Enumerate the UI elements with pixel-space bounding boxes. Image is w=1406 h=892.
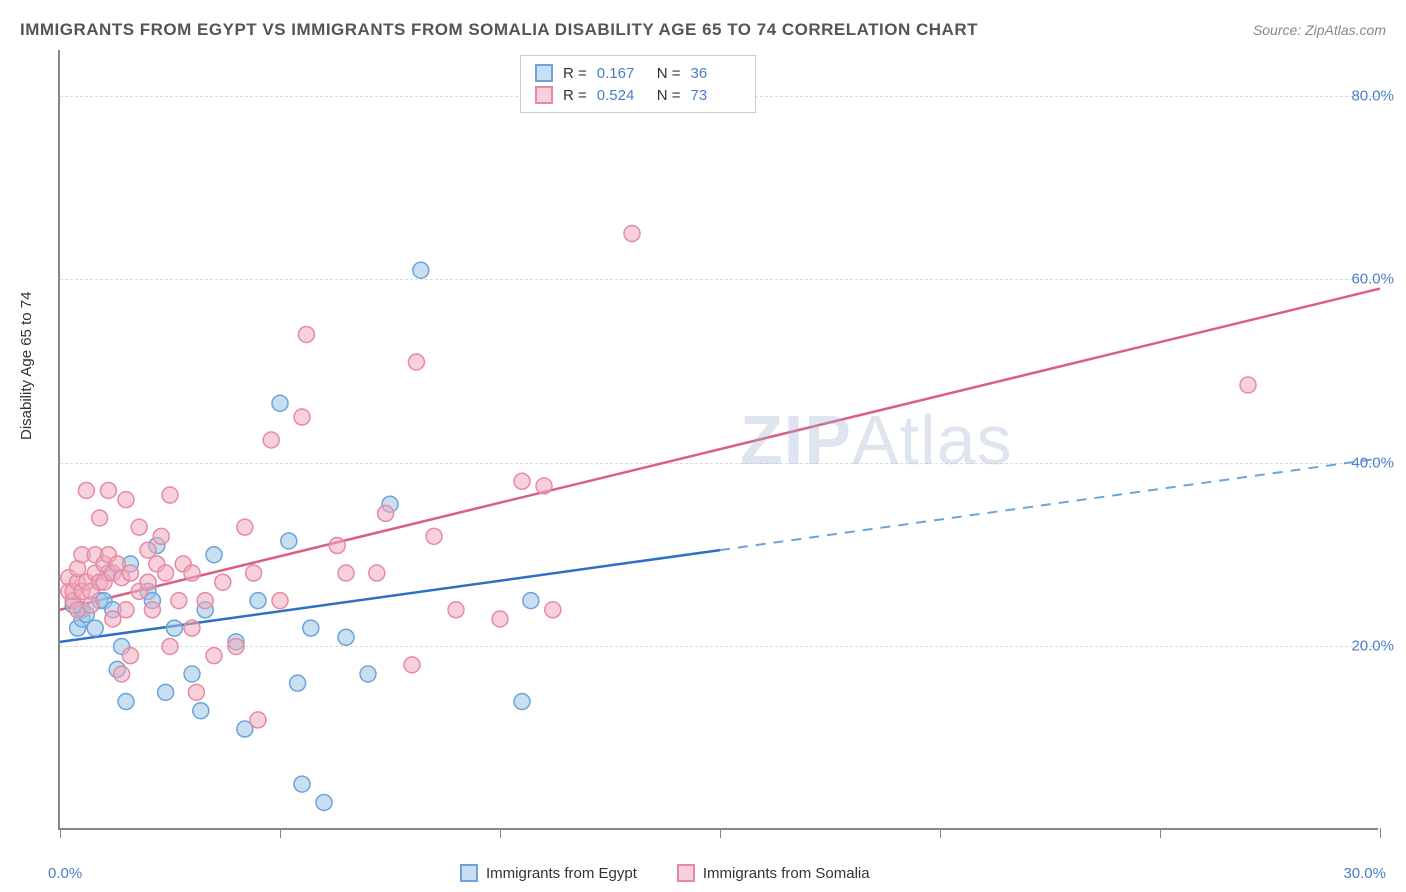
legend-swatch-somalia xyxy=(677,864,695,882)
legend-swatch-egypt xyxy=(460,864,478,882)
legend-swatch-egypt xyxy=(535,64,553,82)
r-label: R = xyxy=(563,65,587,82)
n-label: N = xyxy=(657,65,681,82)
y-axis-label: Disability Age 65 to 74 xyxy=(18,292,35,440)
x-axis-max-label: 30.0% xyxy=(1343,865,1386,882)
correlation-row-egypt: R = 0.167 N = 36 xyxy=(535,62,741,84)
n-value-somalia: 73 xyxy=(691,87,741,104)
series-legend: Immigrants from Egypt Immigrants from So… xyxy=(460,864,870,882)
y-tick-label: 80.0% xyxy=(1351,87,1394,104)
r-value-egypt: 0.167 xyxy=(597,65,647,82)
legend-item-egypt: Immigrants from Egypt xyxy=(460,864,637,882)
plot-area xyxy=(58,50,1378,830)
x-axis-min-label: 0.0% xyxy=(48,865,82,882)
y-tick-label: 20.0% xyxy=(1351,638,1394,655)
y-tick-label: 40.0% xyxy=(1351,454,1394,471)
legend-label-somalia: Immigrants from Somalia xyxy=(703,865,870,882)
legend-swatch-somalia xyxy=(535,86,553,104)
n-label: N = xyxy=(657,87,681,104)
r-label: R = xyxy=(563,87,587,104)
chart-title: IMMIGRANTS FROM EGYPT VS IMMIGRANTS FROM… xyxy=(20,20,978,40)
n-value-egypt: 36 xyxy=(691,65,741,82)
y-tick-label: 60.0% xyxy=(1351,271,1394,288)
source-attribution: Source: ZipAtlas.com xyxy=(1253,22,1386,38)
r-value-somalia: 0.524 xyxy=(597,87,647,104)
correlation-row-somalia: R = 0.524 N = 73 xyxy=(535,84,741,106)
legend-item-somalia: Immigrants from Somalia xyxy=(677,864,870,882)
correlation-legend: R = 0.167 N = 36 R = 0.524 N = 73 xyxy=(520,55,756,113)
scatter-plot-svg xyxy=(60,50,1378,828)
legend-label-egypt: Immigrants from Egypt xyxy=(486,865,637,882)
